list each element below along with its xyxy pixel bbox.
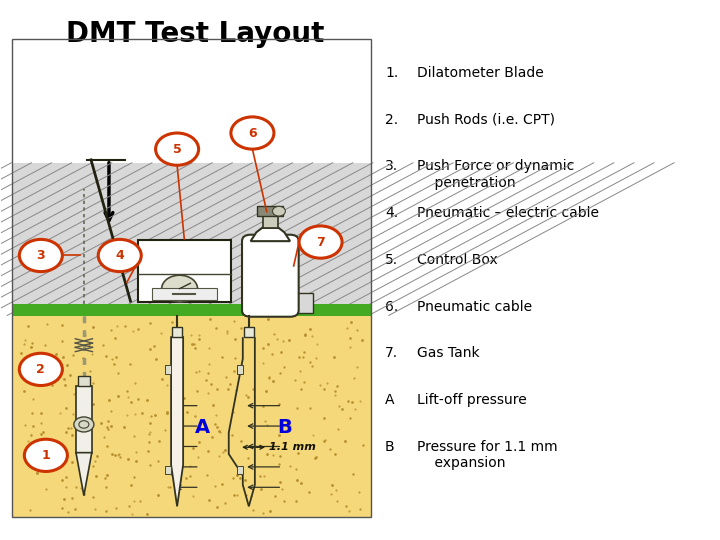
Bar xyxy=(138,240,231,302)
Text: Pneumatic – electric cable: Pneumatic – electric cable xyxy=(418,206,599,220)
Text: 7: 7 xyxy=(316,235,325,248)
Circle shape xyxy=(24,439,68,471)
Text: 1.: 1. xyxy=(385,66,398,80)
Bar xyxy=(244,327,254,337)
Text: 4.: 4. xyxy=(385,206,398,220)
Text: Gas Tank: Gas Tank xyxy=(418,346,480,360)
Text: A: A xyxy=(385,393,395,407)
Text: A: A xyxy=(195,417,210,437)
Text: Push Rods (i.e. CPT): Push Rods (i.e. CPT) xyxy=(418,113,555,126)
Circle shape xyxy=(98,239,141,272)
Polygon shape xyxy=(251,228,290,241)
Text: DMT Test Layout: DMT Test Layout xyxy=(66,20,324,48)
Bar xyxy=(78,376,89,386)
Circle shape xyxy=(74,417,94,432)
Text: 2.: 2. xyxy=(385,113,398,126)
Bar xyxy=(258,206,283,216)
Bar xyxy=(12,304,371,316)
Bar xyxy=(166,466,171,475)
Bar xyxy=(172,327,182,337)
Bar xyxy=(152,288,217,300)
Bar xyxy=(264,216,277,228)
Text: Lift-off pressure: Lift-off pressure xyxy=(418,393,527,407)
Text: 5: 5 xyxy=(173,143,181,156)
Circle shape xyxy=(231,117,274,149)
Circle shape xyxy=(156,133,199,165)
Text: 7.: 7. xyxy=(385,346,398,360)
Text: Pneumatic cable: Pneumatic cable xyxy=(418,300,533,314)
Bar xyxy=(237,466,243,475)
Text: 1.1 mm: 1.1 mm xyxy=(269,442,316,453)
Text: B: B xyxy=(277,417,292,437)
Text: Control Box: Control Box xyxy=(418,253,498,267)
Bar xyxy=(166,365,171,374)
Text: 6.: 6. xyxy=(385,300,398,314)
Text: Push Force or dynamic
    penetration: Push Force or dynamic penetration xyxy=(418,159,575,190)
Bar xyxy=(12,39,371,517)
Text: 3.: 3. xyxy=(385,159,398,173)
Circle shape xyxy=(299,226,342,258)
Bar xyxy=(12,163,371,316)
Text: 3: 3 xyxy=(37,249,45,262)
Text: 1: 1 xyxy=(42,449,50,462)
Polygon shape xyxy=(171,337,183,507)
Bar xyxy=(12,316,371,517)
Text: Pressure for 1.1 mm
    expansion: Pressure for 1.1 mm expansion xyxy=(418,440,558,470)
Text: 4: 4 xyxy=(115,249,124,262)
Text: Dilatometer Blade: Dilatometer Blade xyxy=(418,66,544,80)
Circle shape xyxy=(272,206,285,216)
FancyBboxPatch shape xyxy=(242,235,299,317)
Circle shape xyxy=(19,353,63,386)
Text: B: B xyxy=(385,440,395,454)
Polygon shape xyxy=(76,453,91,496)
Text: 2: 2 xyxy=(37,363,45,376)
Circle shape xyxy=(19,239,63,272)
Bar xyxy=(76,386,91,453)
Bar xyxy=(242,293,313,313)
Circle shape xyxy=(162,275,197,302)
Bar xyxy=(237,365,243,374)
Text: 5.: 5. xyxy=(385,253,398,267)
Text: 6: 6 xyxy=(248,126,257,139)
